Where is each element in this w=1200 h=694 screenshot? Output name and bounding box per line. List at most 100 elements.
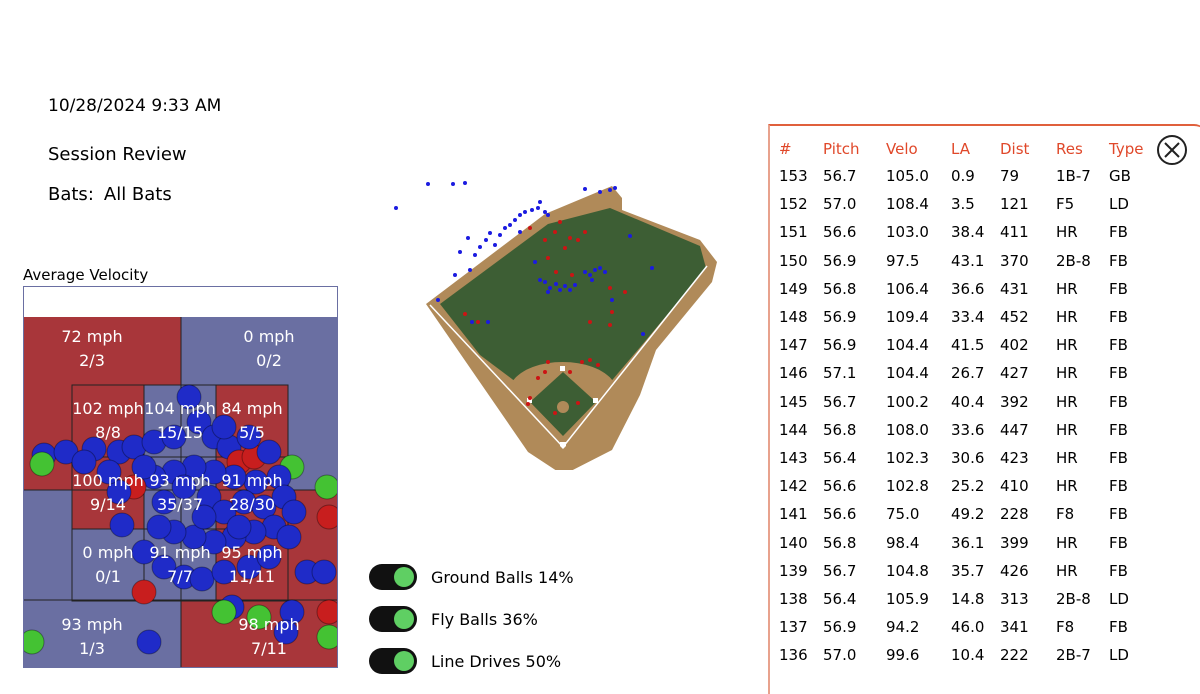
batted-ball-dot	[588, 358, 592, 362]
batted-ball-dot	[641, 332, 645, 336]
pitch-marker	[314, 474, 337, 500]
table-cell-velo: 102.8	[886, 477, 929, 496]
pitch-marker	[256, 439, 282, 465]
table-cell-pitch: 56.6	[823, 505, 857, 524]
table-row[interactable]: 136 57.0 99.6 10.4 222 2B-7 LD	[779, 641, 1159, 669]
table-cell-dist: 447	[1000, 420, 1029, 439]
table-row[interactable]: 147 56.9 104.4 41.5 402 HR FB	[779, 331, 1159, 359]
batted-ball-dot	[436, 298, 440, 302]
table-row[interactable]: 143 56.4 102.3 30.6 423 HR FB	[779, 444, 1159, 472]
pitch-marker	[191, 504, 217, 530]
second-base	[560, 366, 565, 371]
pitch-marker	[246, 604, 272, 630]
col-header-velo[interactable]: Velo	[886, 140, 918, 158]
table-row[interactable]: 141 56.6 75.0 49.2 228 F8 FB	[779, 500, 1159, 528]
table-row[interactable]: 150 56.9 97.5 43.1 370 2B-8 FB	[779, 247, 1159, 275]
toggle-knob	[394, 567, 414, 587]
table-cell-pitch: 56.4	[823, 589, 857, 608]
col-header-dist[interactable]: Dist	[1000, 140, 1030, 158]
batted-ball-dot	[580, 360, 584, 364]
table-row[interactable]: 144 56.8 108.0 33.6 447 HR FB	[779, 416, 1159, 444]
table-cell-la: 33.4	[951, 308, 985, 327]
batted-ball-dot	[533, 260, 537, 264]
batted-ball-dot	[463, 181, 467, 185]
pitch-marker	[226, 514, 252, 540]
line-drives-toggle[interactable]	[369, 648, 417, 674]
table-row[interactable]: 142 56.6 102.8 25.2 410 HR FB	[779, 472, 1159, 500]
batted-ball-dot	[570, 273, 574, 277]
col-header-pitch[interactable]: Pitch	[823, 140, 860, 158]
batted-ball-dot	[543, 238, 547, 242]
batted-ball-dot	[526, 402, 530, 406]
page-title: Session Review	[48, 144, 187, 165]
pitch-marker	[316, 624, 337, 650]
table-cell-number: 142	[779, 477, 808, 496]
table-row[interactable]: 138 56.4 105.9 14.8 313 2B-8 LD	[779, 585, 1159, 613]
batted-ball-dot	[558, 288, 562, 292]
batted-ball-dot	[548, 286, 552, 290]
batted-ball-dot	[508, 223, 512, 227]
batted-ball-dot	[546, 213, 550, 217]
batted-ball-dot	[394, 206, 398, 210]
table-cell-pitch: 56.8	[823, 279, 857, 298]
close-button[interactable]	[1157, 135, 1187, 165]
table-cell-type: FB	[1109, 448, 1128, 467]
toggle-knob	[394, 651, 414, 671]
pitch-marker	[211, 599, 237, 625]
batted-ball-dot	[488, 231, 492, 235]
table-cell-la: 49.2	[951, 505, 985, 524]
bats-filter[interactable]: Bats: All Bats	[48, 184, 172, 205]
table-cell-la: 25.2	[951, 477, 985, 496]
pitch-marker	[131, 539, 157, 565]
col-header-res[interactable]: Res	[1056, 140, 1083, 158]
table-row[interactable]: 139 56.7 104.8 35.7 426 HR FB	[779, 557, 1159, 585]
table-row[interactable]: 149 56.8 106.4 36.6 431 HR FB	[779, 275, 1159, 303]
batted-ball-dot	[583, 230, 587, 234]
batted-ball-dot	[470, 320, 474, 324]
table-cell-number: 145	[779, 392, 808, 411]
table-row[interactable]: 148 56.9 109.4 33.4 452 HR FB	[779, 303, 1159, 331]
table-cell-res: HR	[1056, 420, 1078, 439]
pitch-marker	[189, 566, 215, 592]
batted-ball-markers	[394, 181, 654, 415]
table-cell-dist: 228	[1000, 505, 1029, 524]
batted-ball-dot	[546, 360, 550, 364]
batted-ball-dot	[608, 286, 612, 290]
table-cell-res: HR	[1056, 561, 1078, 580]
fly-balls-toggle[interactable]	[369, 606, 417, 632]
table-cell-velo: 100.2	[886, 392, 929, 411]
batted-ball-dot	[453, 273, 457, 277]
table-cell-res: F5	[1056, 195, 1075, 214]
table-row[interactable]: 151 56.6 103.0 38.4 411 HR FB	[779, 218, 1159, 246]
col-header-number[interactable]: #	[779, 140, 792, 158]
table-row[interactable]: 140 56.8 98.4 36.1 399 HR FB	[779, 528, 1159, 556]
batted-ball-dot	[608, 188, 612, 192]
batted-ball-dot	[588, 273, 592, 277]
pitch-marker	[211, 559, 237, 585]
table-body: 153 56.7 105.0 0.9 79 1B-7 GB 152 57.0 108.4 3.5 12…	[779, 162, 1159, 669]
table-row[interactable]: 146 57.1 104.4 26.7 427 HR FB	[779, 359, 1159, 387]
table-cell-pitch: 56.6	[823, 477, 857, 496]
table-cell-pitch: 56.7	[823, 167, 857, 186]
table-cell-res: HR	[1056, 392, 1078, 411]
pitch-marker	[136, 629, 162, 655]
table-cell-dist: 411	[1000, 223, 1029, 242]
table-cell-number: 150	[779, 251, 808, 270]
pitch-marker	[316, 599, 337, 625]
table-cell-number: 149	[779, 279, 808, 298]
batted-ball-dot	[426, 182, 430, 186]
pitch-marker	[256, 544, 282, 570]
batted-ball-dot	[503, 226, 507, 230]
table-row[interactable]: 152 57.0 108.4 3.5 121 F5 LD	[779, 190, 1159, 218]
table-cell-pitch: 56.9	[823, 251, 857, 270]
table-cell-type: FB	[1109, 251, 1128, 270]
table-row[interactable]: 153 56.7 105.0 0.9 79 1B-7 GB	[779, 162, 1159, 190]
ground-balls-toggle[interactable]	[369, 564, 417, 590]
table-row[interactable]: 145 56.7 100.2 40.4 392 HR FB	[779, 388, 1159, 416]
col-header-type[interactable]: Type	[1109, 140, 1144, 158]
table-row[interactable]: 137 56.9 94.2 46.0 341 F8 FB	[779, 613, 1159, 641]
col-header-la[interactable]: LA	[951, 140, 970, 158]
pitch-marker	[211, 414, 237, 440]
home-plate	[560, 442, 566, 449]
table-cell-la: 38.4	[951, 223, 985, 242]
